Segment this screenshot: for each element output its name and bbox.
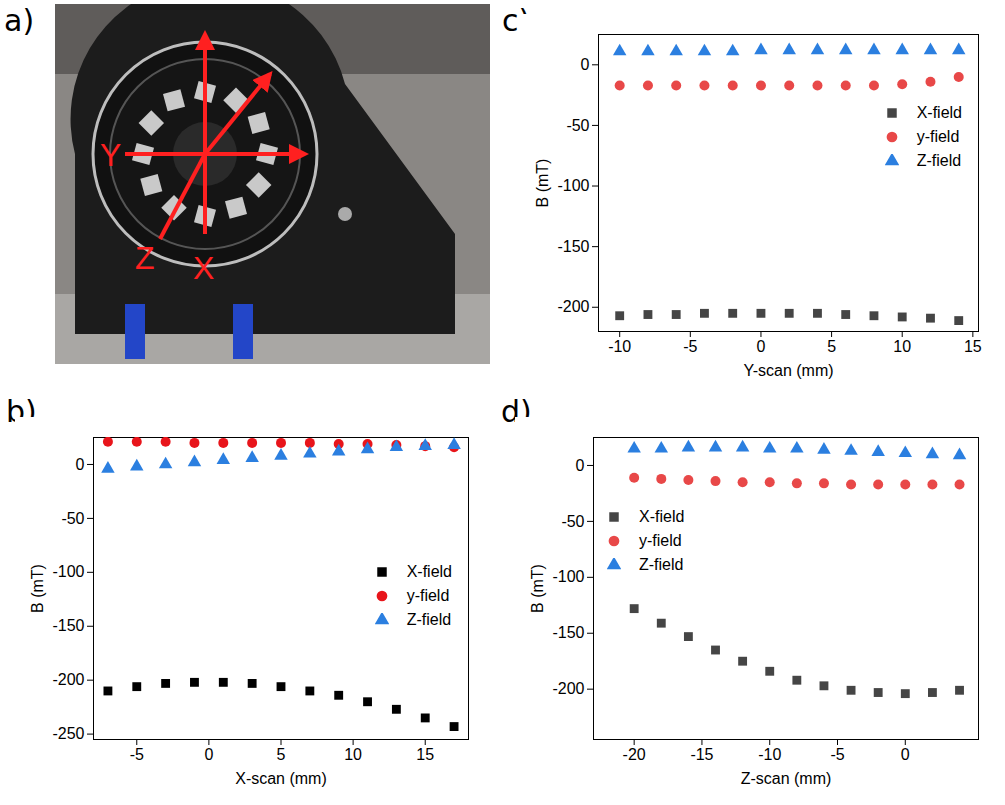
html-text:X-field: X-field	[406, 562, 452, 580]
svg-text:-50: -50	[561, 513, 584, 530]
html-text:X-field: X-field	[916, 104, 962, 122]
svg-text:-5: -5	[683, 338, 697, 355]
html-text:X-field: X-field	[639, 508, 685, 526]
svg-text:0: 0	[581, 56, 590, 73]
html-text:b): b)	[6, 394, 37, 429]
svg-text:15: 15	[416, 746, 434, 763]
html-text:a): a)	[4, 3, 35, 38]
svg-text:-100: -100	[557, 177, 589, 194]
svg-text:10: 10	[344, 746, 362, 763]
html-text:Z-field: Z-field	[639, 556, 684, 574]
svg-text:-50: -50	[61, 510, 84, 527]
html-text:y-field: y-field	[406, 586, 450, 604]
svg-text:Z: Z	[135, 240, 155, 276]
svg-text:0: 0	[76, 456, 85, 473]
svg-text:0: 0	[576, 457, 585, 474]
svg-text:0: 0	[204, 746, 213, 763]
html-text:Z-field: Z-field	[916, 152, 962, 170]
svg-text:-150: -150	[52, 617, 84, 634]
svg-text:B (mT): B (mT)	[29, 564, 46, 613]
svg-text:-150: -150	[552, 624, 584, 641]
svg-text:5: 5	[277, 746, 286, 763]
svg-text:B (mT): B (mT)	[529, 564, 546, 613]
svg-text:Y-scan (mm): Y-scan (mm)	[743, 362, 833, 379]
svg-text:-5: -5	[130, 746, 144, 763]
html-text:Z-field: Z-field	[406, 610, 452, 628]
svg-text:5: 5	[827, 338, 836, 355]
svg-text:-5: -5	[830, 746, 844, 763]
svg-text:-100: -100	[52, 563, 84, 580]
svg-text:-10: -10	[608, 338, 631, 355]
svg-text:-150: -150	[557, 238, 589, 255]
svg-text:-250: -250	[52, 725, 84, 742]
svg-text:X-scan (mm): X-scan (mm)	[235, 770, 327, 787]
html-text:y-field: y-field	[916, 128, 960, 146]
svg-text:0: 0	[901, 746, 910, 763]
svg-text:-200: -200	[52, 671, 84, 688]
svg-text:10: 10	[893, 338, 911, 355]
svg-text:X: X	[193, 250, 214, 286]
svg-text:B (mT): B (mT)	[534, 159, 551, 208]
svg-text:-10: -10	[758, 746, 781, 763]
svg-text:0: 0	[757, 338, 766, 355]
svg-text:Z-scan (mm): Z-scan (mm)	[741, 770, 832, 787]
svg-text:-200: -200	[557, 298, 589, 315]
svg-text:-15: -15	[690, 746, 713, 763]
svg-text:-100: -100	[552, 568, 584, 585]
svg-text:-50: -50	[566, 117, 589, 134]
html-text:c): c)	[502, 3, 531, 38]
html-text:y-field: y-field	[639, 532, 682, 550]
svg-text:-20: -20	[623, 746, 646, 763]
svg-text:Y: Y	[100, 137, 121, 173]
svg-text:15: 15	[964, 338, 982, 355]
html-text:d): d)	[501, 394, 532, 429]
svg-text:-200: -200	[552, 680, 584, 697]
